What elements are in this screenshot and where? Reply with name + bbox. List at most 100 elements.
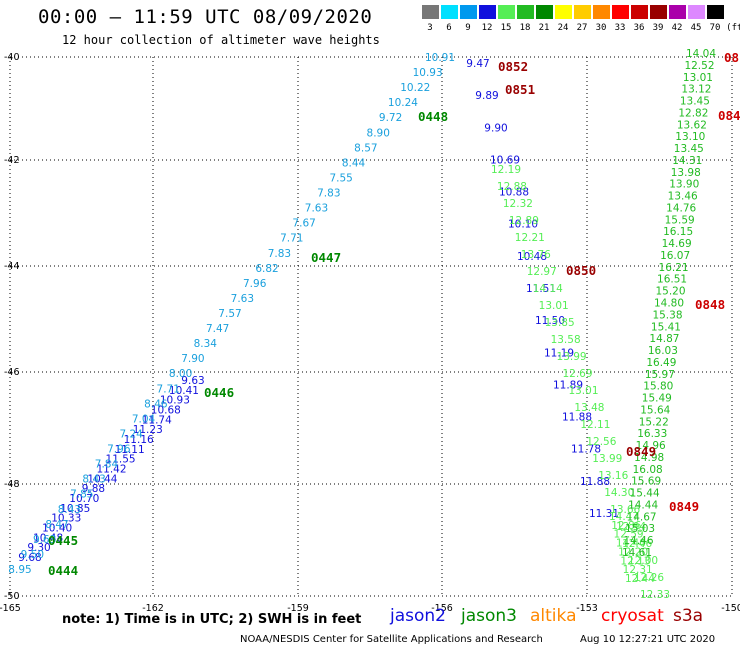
legend-swatch	[574, 5, 591, 19]
wave-height-value: 11.11	[115, 444, 145, 456]
wave-height-value: 13.58	[551, 334, 581, 346]
wave-height-value: 9.88	[82, 483, 105, 495]
legend-bin-label: 9	[465, 23, 471, 33]
time-label: 0852	[498, 59, 528, 74]
wave-height-value: 12.46	[622, 538, 652, 550]
wave-height-value: 7.63	[305, 203, 328, 215]
wave-height-value: 13.46	[668, 191, 698, 203]
wave-height-value: 11.74	[142, 414, 172, 426]
legend-unit: (ft)	[726, 23, 740, 33]
legend-swatch	[441, 5, 458, 19]
wave-height-value: 13.85	[545, 317, 575, 329]
wave-height-value: 7.96	[243, 278, 267, 290]
wave-height-value: 7.71	[157, 383, 180, 395]
wave-height-value: 9.50	[21, 549, 44, 561]
generated-timestamp: Aug 10 12:27:21 UTC 2020	[580, 634, 716, 645]
wave-height-value: 12.59	[614, 529, 644, 541]
wave-height-value: 8.44	[342, 157, 366, 169]
legend-bin-label: 42	[671, 23, 683, 33]
wave-height-value: 16.08	[633, 464, 663, 476]
legend-swatch	[650, 5, 667, 19]
wave-height-value: 14.31	[672, 155, 702, 167]
wave-height-value: 16.49	[646, 357, 676, 369]
wave-height-value: 13.62	[677, 119, 707, 131]
legend-swatch	[422, 5, 439, 19]
time-label: 084	[718, 108, 740, 123]
wave-height-value: 14.46	[623, 535, 653, 547]
wave-height-value: 12.21	[515, 232, 545, 244]
wave-height-value: 14.96	[636, 440, 666, 452]
wave-height-value: 12.69	[562, 368, 592, 380]
wave-height-value: 13.01	[539, 300, 569, 312]
wave-height-value: 7.90	[181, 353, 204, 365]
wave-height-value: 11.88	[562, 412, 592, 424]
wave-height-value: 13.99	[557, 351, 587, 363]
wave-height-value: 13.10	[675, 131, 705, 143]
wave-height-value: 11.19	[544, 347, 574, 359]
wave-height-value: 10.91	[425, 52, 455, 64]
wave-height-value: 16.33	[637, 428, 667, 440]
wave-height-value: 12.88	[497, 181, 527, 193]
wave-height-value: 14.04	[686, 48, 716, 60]
wave-height-value: 6.82	[255, 263, 278, 275]
wave-height-value: 15.20	[655, 286, 685, 298]
wave-height-value: 15.97	[645, 369, 675, 381]
wave-height-value: 12.19	[491, 164, 521, 176]
legend-swatch	[460, 5, 477, 19]
wave-height-value: 7.57	[218, 308, 241, 320]
wave-height-value: 16.15	[663, 226, 693, 238]
wave-height-value: 15.49	[642, 393, 672, 405]
wave-height-value: 16.07	[660, 250, 690, 262]
wave-height-value: 11.31	[589, 508, 619, 520]
legend-swatch	[536, 5, 553, 19]
legend-bin-label: 3	[427, 23, 433, 33]
wave-height-value: 7.04	[132, 413, 156, 425]
time-label: 0444	[48, 563, 78, 578]
legend-bin-label: 36	[633, 23, 645, 33]
wave-height-value: 12.11	[580, 419, 610, 431]
wave-height-value: 8.34	[194, 338, 218, 350]
wave-height-value: 14.14	[533, 283, 563, 295]
wave-height-value: 14.40	[616, 538, 646, 550]
legend-swatch	[593, 5, 610, 19]
longitude-label: -156	[431, 603, 453, 614]
wave-height-value: 14.47	[609, 511, 639, 523]
map-title: 00:00 – 11:59 UTC 08/09/2020	[38, 6, 373, 28]
wave-height-value: 12.86	[611, 520, 641, 532]
latitude-label: -50	[4, 591, 20, 602]
map-subtitle: 12 hour collection of altimeter wave hei…	[62, 33, 380, 47]
wave-height-value: 11.89	[553, 379, 583, 391]
longitude-label: -159	[287, 603, 309, 614]
wave-height-value: 8.46	[144, 398, 168, 410]
wave-height-value: 11.42	[96, 464, 126, 476]
legend-bin-label: 45	[690, 23, 702, 33]
wave-height-value: 13.76	[521, 249, 551, 261]
wave-height-value: 9.89	[475, 90, 498, 102]
wave-height-value: 7.24	[119, 428, 143, 440]
wave-height-value: 8.95	[8, 564, 31, 576]
wave-height-value: 12.97	[527, 266, 557, 278]
wave-height-value: 10.40	[42, 523, 72, 535]
wave-height-value: 13.12	[681, 84, 711, 96]
wave-height-value: 10.93	[413, 67, 443, 79]
wave-height-value: 10.69	[490, 154, 520, 166]
wave-height-value: 12.26	[634, 572, 664, 584]
wave-height-value: 15.69	[631, 476, 661, 488]
wave-height-value: 10.68	[151, 405, 181, 417]
wave-height-value: 13.90	[669, 179, 699, 191]
wave-height-value: 10.85	[60, 503, 90, 515]
latitude-label: -48	[4, 479, 20, 490]
wave-height-value: 12.94	[616, 521, 646, 533]
legend-swatch	[631, 5, 648, 19]
latitude-label: -46	[4, 367, 20, 378]
wave-height-value: 16.03	[648, 345, 678, 357]
legend-swatch	[555, 5, 572, 19]
wave-height-value: 10.24	[388, 97, 418, 109]
wave-height-value: 13.98	[671, 167, 701, 179]
wave-height-value: 12.31	[623, 564, 653, 576]
wave-height-value: 15.22	[639, 416, 669, 428]
longitude-label: -153	[576, 603, 598, 614]
satellite-label-s3a: s3a	[673, 606, 704, 626]
wave-height-value: 12.56	[586, 436, 616, 448]
